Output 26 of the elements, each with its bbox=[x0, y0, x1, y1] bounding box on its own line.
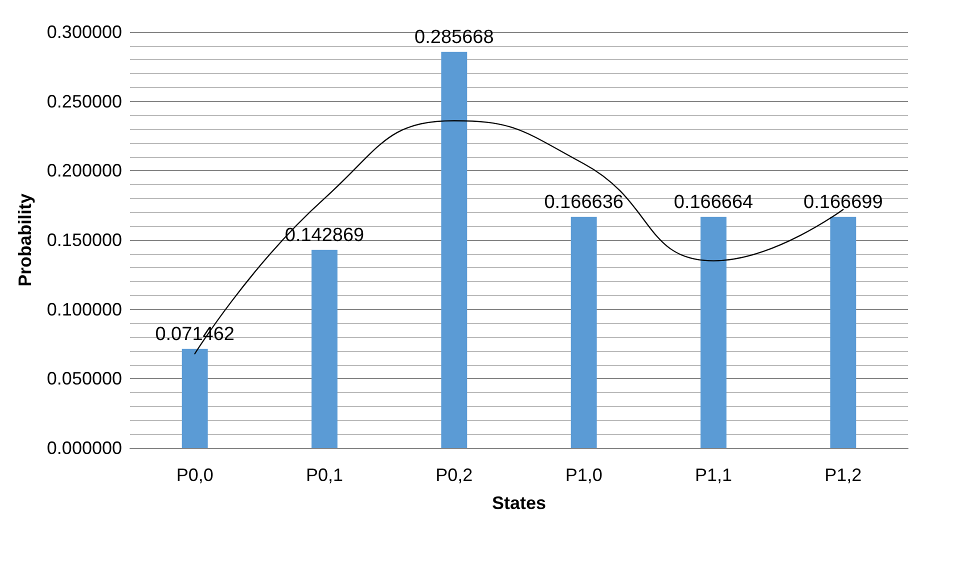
y-tick-label: 0.000000 bbox=[46, 438, 122, 458]
x-axis-title: States bbox=[492, 493, 546, 513]
x-tick-label: P1,1 bbox=[694, 465, 732, 485]
y-tick-label: 0.150000 bbox=[46, 230, 122, 250]
bar bbox=[182, 348, 208, 448]
x-tick-label: P1,0 bbox=[565, 465, 602, 485]
data-label: 0.166664 bbox=[674, 192, 754, 213]
data-label: 0.142869 bbox=[284, 224, 364, 246]
y-tick-label: 0.300000 bbox=[46, 22, 122, 42]
bar bbox=[570, 216, 597, 448]
y-tick-label: 0.100000 bbox=[46, 299, 122, 320]
y-tick-label: 0.250000 bbox=[46, 91, 122, 112]
x-tick-label: P0,2 bbox=[436, 465, 473, 485]
y-tick-label: 0.200000 bbox=[46, 160, 122, 181]
y-tick-label: 0.050000 bbox=[46, 368, 122, 389]
x-tick-label: P0,0 bbox=[176, 465, 214, 485]
data-label: 0.285668 bbox=[414, 26, 494, 48]
x-tick-label: P1,2 bbox=[824, 465, 862, 485]
y-axis-title: Probability bbox=[15, 193, 35, 287]
data-label: 0.166636 bbox=[544, 192, 624, 213]
bar bbox=[312, 250, 338, 448]
data-label: 0.166699 bbox=[804, 192, 883, 213]
bar bbox=[830, 216, 856, 448]
x-tick-label: P0,1 bbox=[306, 465, 344, 485]
bar bbox=[441, 52, 468, 448]
bar bbox=[700, 216, 726, 448]
